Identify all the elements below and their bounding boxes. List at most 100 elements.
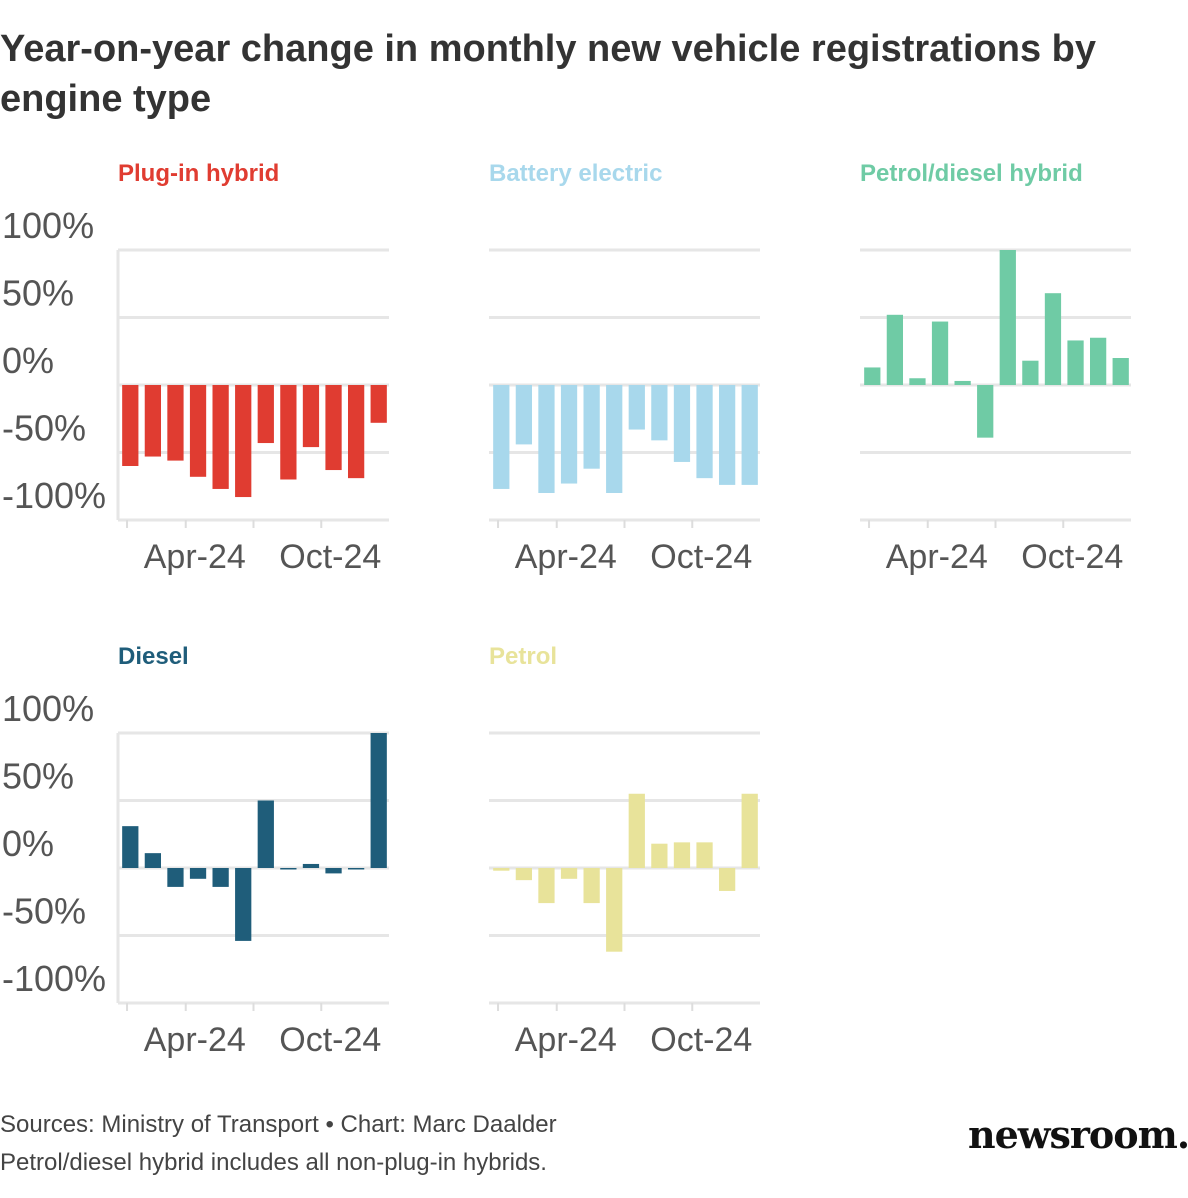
y-tick-label: 50% [2,756,74,797]
bar [302,385,320,448]
panel-battery-electric: Battery electric Apr-24 Oct-24 [371,160,771,580]
bar [325,868,342,874]
bar [167,868,184,887]
chart-svg: Apr-24 Oct-24 100% 50% 0% -50% -100% [2,688,389,1059]
bar [560,385,578,484]
bar [370,385,387,423]
bar [583,385,600,469]
bar [1044,293,1062,385]
bar [628,385,645,430]
y-tick-label: 50% [2,273,74,314]
bar [673,842,691,868]
x-tick-label: Oct-24 [279,538,381,576]
x-tick-label: Oct-24 [279,1021,381,1059]
panel-title: Petrol [489,643,558,670]
bar [1067,340,1084,385]
y-tick-label: -50% [2,408,86,449]
bar [144,853,162,868]
panel-plug-in-hybrid: Plug-in hybrid Apr-24 Oct-24 100% 50% 0% -50%… [0,160,400,580]
bar [122,826,139,868]
bar [538,385,555,493]
bar [347,868,365,870]
x-tick-label: Oct-24 [650,1021,752,1059]
bar [493,385,510,489]
bar [235,868,252,941]
bar [280,868,297,870]
y-tick-label: -100% [2,958,106,999]
bar [515,868,533,881]
bar [606,868,623,952]
bar [189,868,207,879]
bar [954,380,971,385]
y-tick-label: 100% [2,688,94,729]
bar [718,868,736,891]
bar [167,385,184,461]
bar [931,321,949,385]
bar [741,385,758,485]
bar [741,793,758,868]
bar [886,314,904,385]
x-tick-label: Apr-24 [144,1021,246,1059]
bar [977,385,994,438]
bar [347,385,365,479]
bar [583,868,600,904]
bar [280,385,297,480]
y-tick-label: 0% [2,823,54,864]
bar [325,385,342,471]
bar [864,367,881,385]
bar [651,843,668,868]
x-tick-label: Oct-24 [650,538,752,576]
y-tick-label: -100% [2,475,106,516]
x-tick-label: Oct-24 [1021,538,1123,576]
bar [235,385,252,498]
bar [1112,358,1129,385]
newsroom-logo: newsroom. [968,1112,1188,1157]
chart-svg: Apr-24 Oct-24 [860,248,1131,576]
bar [560,868,578,879]
bar [718,385,736,485]
chart-svg: Apr-24 Oct-24 [489,248,760,576]
sources-note: Sources: Ministry of Transport • Chart: … [0,1111,557,1138]
chart-title: Year-on-year change in monthly new vehic… [0,28,1096,120]
bar [212,868,229,887]
bar [909,378,926,385]
panel-title: Plug-in hybrid [118,160,280,187]
bar [696,385,713,479]
definition-note: Petrol/diesel hybrid includes all non-pl… [0,1149,547,1176]
panel-petrol-diesel-hybrid: Petrol/diesel hybrid Apr-24 Oct-24 [742,160,1142,580]
panel-petrol: Petrol Apr-24 Oct-24 [371,643,771,1063]
x-tick-label: Apr-24 [515,1021,617,1059]
x-tick-label: Apr-24 [886,538,988,576]
bar [257,385,274,444]
bar [212,385,229,489]
bar [257,800,274,868]
panel-title: Petrol/diesel hybrid [860,160,1083,187]
y-tick-label: -50% [2,891,86,932]
bar [189,385,207,477]
panel-diesel: Diesel Apr-24 Oct-24 100% 50% 0% -50% -100% [0,643,400,1063]
bar [302,863,320,868]
chart-svg: Apr-24 Oct-24 100% 50% 0% -50% -100% [2,205,389,576]
y-tick-label: 0% [2,340,54,381]
bar [122,385,139,466]
panel-title: Diesel [118,643,189,670]
bar [515,385,533,445]
bar [696,842,713,868]
bar [1022,360,1039,385]
x-tick-label: Apr-24 [144,538,246,576]
bar [606,385,623,493]
bar [1089,337,1107,385]
bar [493,868,510,871]
bar [673,385,691,462]
bar [651,385,668,441]
bar [370,733,387,868]
bar [999,250,1016,385]
bar [144,385,162,457]
chart-svg: Apr-24 Oct-24 [489,731,760,1059]
y-tick-label: 100% [2,205,94,246]
x-tick-label: Apr-24 [515,538,617,576]
bar [538,868,555,904]
bar [628,793,645,868]
panel-title: Battery electric [489,160,663,187]
footer: Sources: Ministry of Transport • Chart: … [0,1106,557,1182]
